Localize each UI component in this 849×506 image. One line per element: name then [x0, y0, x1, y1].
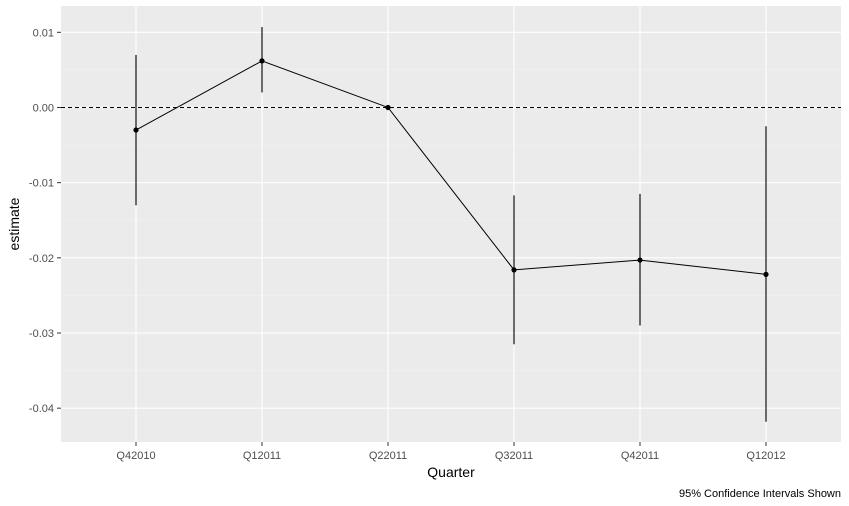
y-tick-label: -0.01: [29, 178, 54, 190]
x-tick-label: Q12011: [243, 450, 281, 462]
point-Q12012: [763, 271, 769, 277]
estimate-line: [135, 60, 767, 275]
plot-panel: [61, 6, 841, 442]
point-Q22011: [385, 104, 391, 111]
y-tick-label: 0.01: [33, 27, 54, 39]
x-axis-title: Quarter: [427, 464, 475, 480]
x-tick-label: Q12012: [746, 450, 785, 462]
x-tick-label: Q32011: [495, 450, 533, 462]
y-tick-label: -0.02: [29, 253, 54, 265]
y-axis-title: estimate: [6, 197, 22, 250]
x-axis-ticks: Q42010 Q12011 Q22011 Q32011 Q42011 Q12012: [116, 442, 786, 462]
x-tick-label: Q42011: [621, 450, 659, 462]
point-Q42011: [637, 257, 643, 263]
y-tick-label: -0.04: [29, 403, 54, 415]
y-tick-label: 0.00: [33, 102, 54, 114]
chart-caption: 95% Confidence Intervals Shown: [679, 488, 841, 500]
minor-gridlines: [61, 69, 841, 371]
point-Q32011: [511, 267, 517, 273]
y-tick-label: -0.03: [29, 328, 54, 340]
x-tick-label: Q22011: [369, 450, 407, 462]
x-tick-label: Q42010: [116, 450, 155, 462]
point-Q42010: [133, 127, 139, 133]
estimate-points: [133, 58, 769, 277]
point-Q12011: [259, 58, 265, 64]
y-axis-ticks: 0.01 0.00 -0.01 -0.02 -0.03 -0.04: [29, 27, 61, 415]
